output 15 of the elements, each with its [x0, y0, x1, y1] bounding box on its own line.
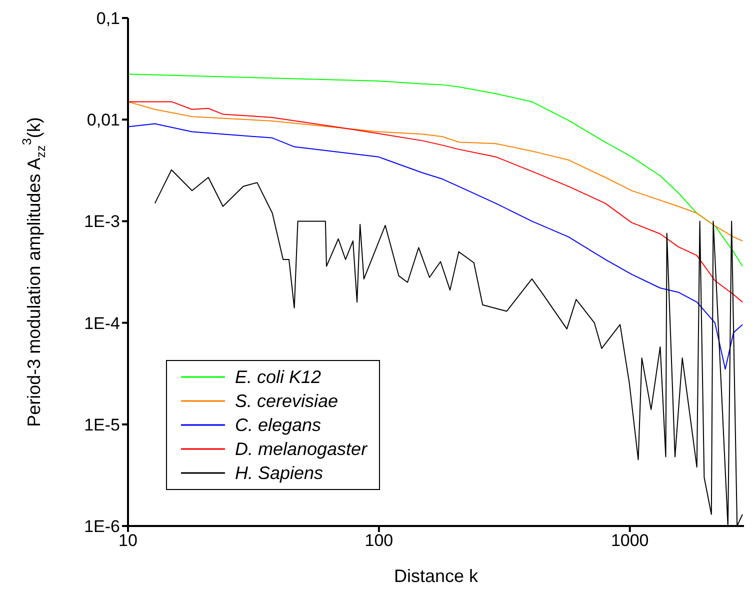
- y-tick-label: 1E-4: [84, 314, 120, 333]
- y-tick-label: 0,01: [86, 110, 120, 130]
- x-tick-label: 10: [118, 531, 138, 550]
- x-tick-label: 100: [364, 531, 394, 550]
- legend-label: H. Sapiens: [235, 462, 324, 484]
- legend-label: E. coli K12: [235, 366, 322, 388]
- x-tick-label: 1000: [610, 531, 649, 550]
- legend-label: C. elegans: [235, 414, 322, 436]
- x-axis-title: Distance k: [394, 566, 480, 586]
- legend-label: D. melanogaster: [235, 438, 368, 460]
- legend-label: S. cerevisiae: [235, 390, 338, 412]
- y-tick-label: 1E-5: [84, 415, 120, 434]
- y-tick-label: 1E-3: [84, 212, 120, 232]
- y-tick-label: 1E-6: [84, 517, 120, 536]
- y-tick-label: 0,1: [96, 9, 120, 28]
